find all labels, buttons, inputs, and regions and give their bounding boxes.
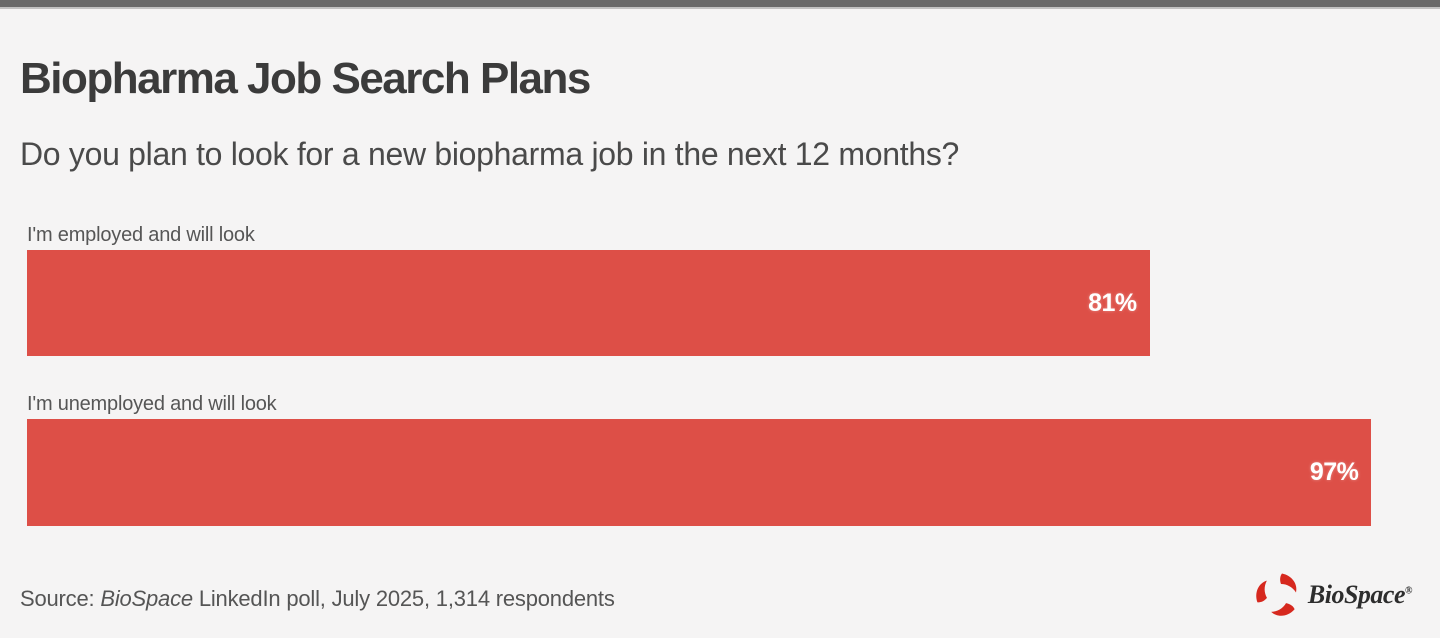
source-publication: BioSpace — [100, 586, 193, 611]
top-accent-bar — [0, 0, 1440, 9]
biospace-logo-text: BioSpace® — [1307, 580, 1413, 609]
bar-label-unemployed: I'm unemployed and will look — [27, 393, 277, 415]
bar-employed: 81% — [27, 250, 1150, 356]
registered-mark: ® — [1405, 585, 1412, 597]
source-attribution: Source: BioSpace LinkedIn poll, July 202… — [20, 586, 615, 612]
biospace-logo-icon — [1256, 573, 1297, 616]
bar-value-employed: 81% — [1088, 288, 1137, 317]
source-prefix: Source: — [20, 586, 101, 611]
page-title: Biopharma Job Search Plans — [20, 54, 591, 103]
biospace-logo: BioSpace® — [1252, 570, 1412, 620]
bar-value-unemployed: 97% — [1309, 458, 1359, 486]
source-suffix: LinkedIn poll, July 2025, 1,314 responde… — [192, 586, 615, 611]
chart-subtitle: Do you plan to look for a new biopharma … — [20, 136, 960, 172]
bar-unemployed: 97% — [27, 419, 1372, 526]
bar-chart: I'm employed and will look 81% I'm unemp… — [27, 0, 1413, 638]
bar-label-employed: I'm employed and will look — [27, 224, 255, 246]
